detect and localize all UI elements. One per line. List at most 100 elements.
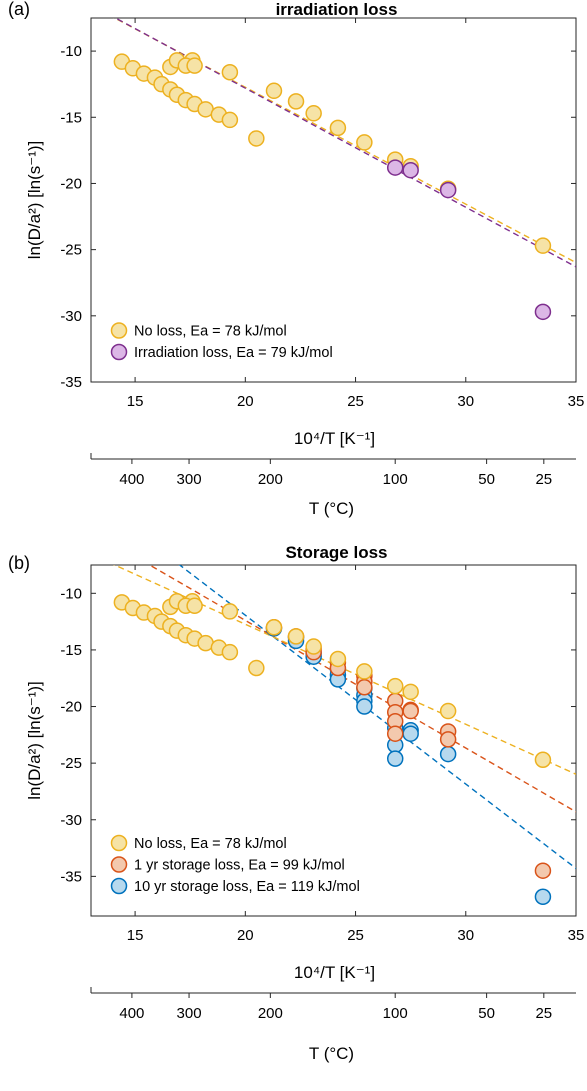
chart-title: Storage loss [285,543,387,562]
data-point [287,628,305,645]
plot-area-frame [90,17,577,383]
data-point [534,862,552,879]
data-point [305,638,322,655]
temperature-tick-label: 400 [119,471,144,488]
fit-line [113,565,576,775]
x-tick-label: 35 [568,927,585,944]
fit-line [114,18,576,268]
data-point [329,119,347,137]
data-point [221,643,239,661]
temperature-tick-label: 50 [478,1005,495,1022]
x-tick-label: 20 [237,927,254,944]
data-point [402,161,419,179]
data-point [439,745,457,763]
data-point [386,725,404,742]
data-point [402,702,419,720]
data-point [386,750,404,767]
x-tick-label: 15 [127,393,144,410]
x-tick-label: 15 [127,927,144,944]
y-tick-label: -35 [60,868,82,885]
temperature-tick-label: 300 [177,1005,202,1022]
legend-entry: 1 yr storage loss, Ea = 99 kJ/mol [134,858,345,874]
y-tick-label: -30 [60,812,82,829]
y-tick-label: -10 [60,585,82,602]
data-point [221,603,239,620]
data-point [186,597,203,615]
data-point [329,650,347,668]
y-axis-label: ln(D/a²) [ln(s⁻¹)] [25,141,44,260]
data-point [439,702,457,720]
data-point [534,303,552,321]
y-tick-label: -15 [60,642,82,659]
data-point [265,619,283,636]
data-point [402,725,419,742]
temperature-tick-label: 100 [383,1005,408,1022]
x-tick-label: 25 [347,393,364,410]
legend-entry: Irradiation loss, Ea = 79 kJ/mol [134,345,333,361]
legend-entry: No loss, Ea = 78 kJ/mol [134,324,287,340]
temperature-tick-label: 300 [177,471,202,488]
plot-area-frame [90,564,577,917]
x-tick-label: 35 [568,393,585,410]
y-tick-label: -20 [60,699,82,716]
y-tick-label: -15 [60,109,82,126]
legend-marker [110,877,128,895]
legend-marker [110,343,128,361]
plot-content [113,565,576,906]
data-point [386,677,404,695]
legend-marker [110,834,128,852]
x-tick-label: 25 [347,927,364,944]
x-tick-label: 30 [457,393,474,410]
temperature-tick-label: 400 [119,1005,144,1022]
data-point [221,64,239,81]
legend-marker [110,856,128,873]
plot-content [113,18,576,321]
x-tick-label: 20 [237,393,254,410]
legend-marker [110,322,128,339]
temperature-axis-label: T (°C) [309,1044,354,1063]
data-point [356,679,373,696]
temperature-tick-label: 200 [258,471,283,488]
y-tick-label: -20 [60,175,82,192]
data-point [534,237,552,254]
data-point [356,698,373,715]
data-point [439,731,457,748]
data-point [248,130,265,147]
y-tick-label: -25 [60,242,82,259]
data-point [221,111,239,129]
x-axis-label: 10⁴/T [K⁻¹] [294,429,375,448]
temperature-tick-label: 25 [535,1005,552,1022]
data-point [534,751,552,768]
data-point [287,93,305,110]
temperature-axis-label: T (°C) [309,499,354,518]
data-point [265,82,283,100]
x-tick-label: 30 [457,927,474,944]
panel-a: (a) irradiation loss 15 20 25 30 35 -35 -30 -25 -2… [8,0,584,518]
y-tick-label: -25 [60,755,82,772]
y-tick-label: -10 [60,43,82,60]
y-axis-label: ln(D/a²) [ln(s⁻¹)] [25,681,44,800]
data-point [305,105,322,122]
data-point [534,888,552,906]
temperature-tick-label: 100 [383,471,408,488]
data-point [356,134,373,151]
chart-title: irradiation loss [276,0,398,19]
data-point [186,57,203,74]
panel-b: (b) Storage loss 15 20 25 30 35 -35 -30 -25 -20 -15… [8,543,585,1063]
panel-label: (b) [8,553,30,573]
data-point [439,181,457,199]
temperature-tick-label: 200 [258,1005,283,1022]
x-axis-label: 10⁴/T [K⁻¹] [294,963,375,982]
panel-label: (a) [8,0,30,19]
temperature-tick-label: 25 [535,471,552,488]
temperature-tick-label: 50 [478,471,495,488]
y-tick-label: -30 [60,308,82,325]
legend-entry: No loss, Ea = 78 kJ/mol [134,836,287,852]
data-point [356,663,373,680]
data-point [248,659,265,677]
legend-entry: 10 yr storage loss, Ea = 119 kJ/mol [134,879,360,895]
data-point [386,159,404,176]
y-tick-label: -35 [60,374,82,391]
data-point [402,683,419,701]
